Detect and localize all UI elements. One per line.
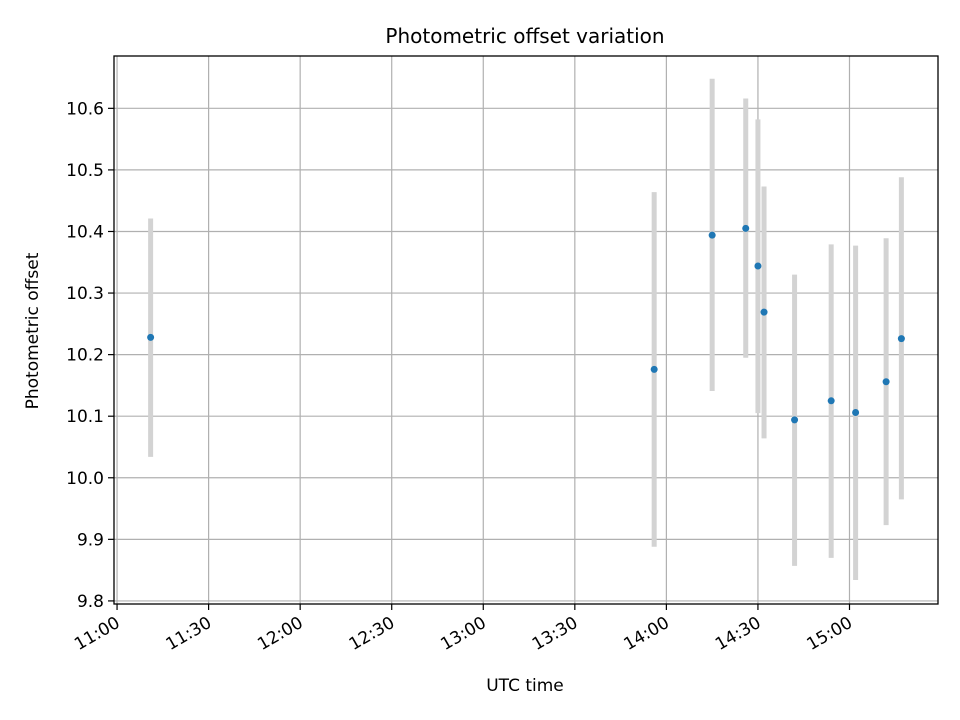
y-tick-label: 9.9 <box>77 530 104 550</box>
y-tick-label: 10.6 <box>66 99 104 119</box>
y-axis-label: Photometric offset <box>23 252 43 409</box>
data-point <box>650 365 658 373</box>
y-tick-label: 10.1 <box>66 407 104 427</box>
x-tick-label: 11:00 <box>71 613 123 655</box>
data-point <box>791 416 799 424</box>
y-tick-label: 9.8 <box>77 592 104 612</box>
y-tick-label: 10.2 <box>66 346 104 366</box>
x-tick-label: 12:30 <box>346 613 398 655</box>
x-tick-label: 14:00 <box>620 613 672 655</box>
data-point <box>882 378 890 386</box>
x-tick-label: 11:30 <box>163 613 215 655</box>
chart-title: Photometric offset variation <box>385 24 664 48</box>
x-tick-label: 13:00 <box>437 613 489 655</box>
y-tick-label: 10.5 <box>66 161 104 181</box>
data-point <box>742 224 750 232</box>
grid <box>114 56 938 604</box>
data-point <box>827 397 835 405</box>
y-axis-ticks: 9.8 9.9 10.0 10.1 10.2 10.3 10.4 10.5 10.6 <box>66 99 114 612</box>
data-point <box>897 335 905 343</box>
data-points <box>147 224 905 424</box>
y-tick-label: 10.4 <box>66 222 104 242</box>
data-point <box>147 333 155 341</box>
plot-frame <box>113 55 939 605</box>
x-tick-label: 14:30 <box>712 613 764 655</box>
x-axis-label: UTC time <box>486 676 564 696</box>
data-point <box>852 409 860 417</box>
data-point <box>754 262 762 270</box>
errorbars <box>148 78 904 580</box>
x-axis-ticks: 11:00 11:30 12:00 12:30 13:00 13:30 14:00 14:30… <box>71 604 856 655</box>
y-tick-label: 10.0 <box>66 469 104 489</box>
data-point <box>760 308 768 316</box>
data-point <box>708 231 716 239</box>
x-tick-label: 12:00 <box>254 613 306 655</box>
y-tick-label: 10.3 <box>66 284 104 304</box>
x-tick-label: 13:30 <box>529 613 581 655</box>
x-tick-label: 15:00 <box>804 613 856 655</box>
